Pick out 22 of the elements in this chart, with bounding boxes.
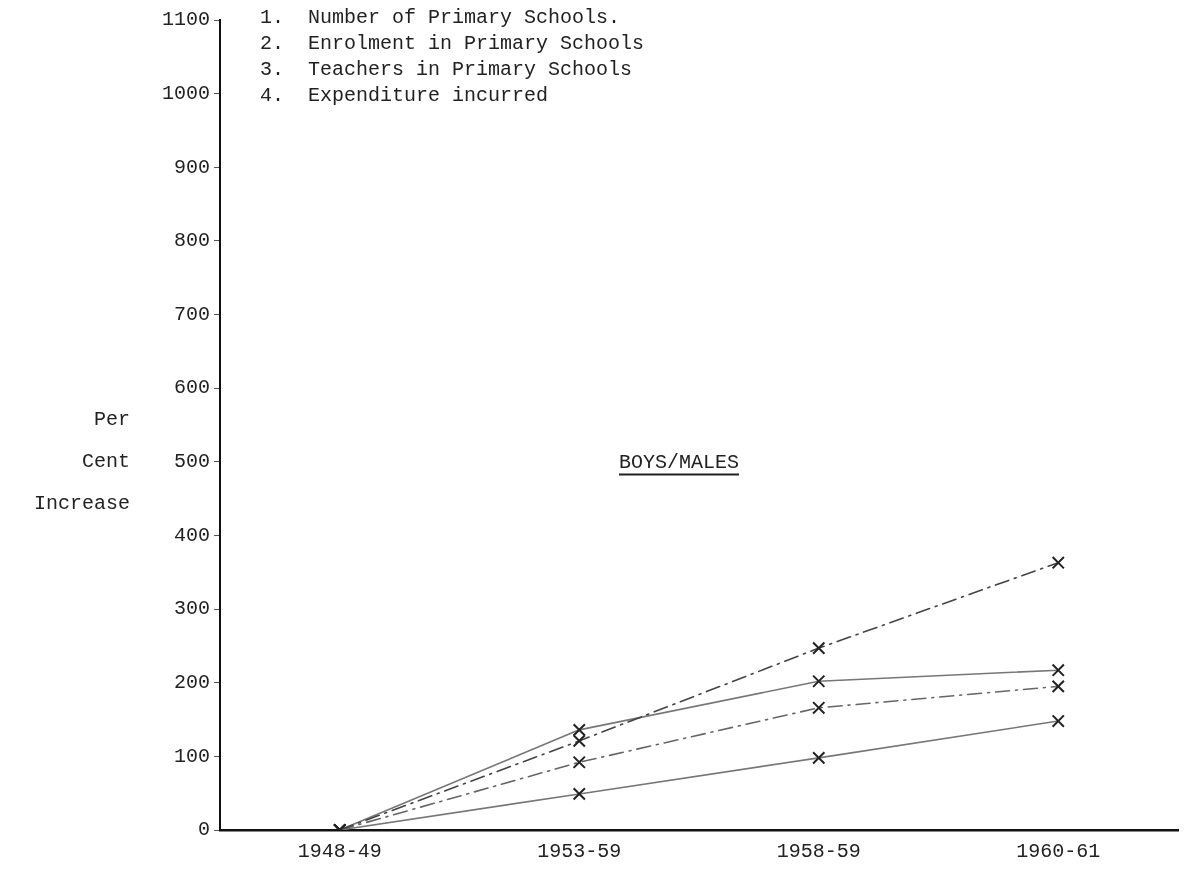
annotation: 3. Teachers in Primary Schools <box>260 58 633 82</box>
x-tick-label: 1958-59 <box>776 840 861 864</box>
annotation: 4. Expenditure incurred <box>260 84 549 108</box>
y-tick-label: 700 <box>173 302 210 326</box>
y-tick-label: 200 <box>173 671 210 695</box>
y-tick-label: 800 <box>173 229 210 253</box>
y-tick-label: 500 <box>173 450 210 474</box>
annotation: BOYS/MALES <box>618 450 740 474</box>
x-tick-label: 1960-61 <box>1016 840 1101 864</box>
y-tick-label: 1000 <box>161 81 210 105</box>
y-tick-label: 100 <box>173 744 210 768</box>
y-axis-title: Per Cent Increase <box>33 408 130 516</box>
y-tick-label: 600 <box>173 376 210 400</box>
y-tick-label: 900 <box>173 155 210 179</box>
annotation: 1. Number of Primary Schools. <box>260 6 621 30</box>
annotation: 2. Enrolment in Primary Schools <box>260 32 645 56</box>
y-tick-label: 300 <box>173 597 210 621</box>
y-tick-label: 0 <box>197 818 210 842</box>
x-tick-label: 1953-59 <box>537 840 622 864</box>
x-tick-label: 1948-49 <box>297 840 382 864</box>
y-tick-label: 1100 <box>161 8 210 32</box>
y-tick-label: 400 <box>173 523 210 547</box>
